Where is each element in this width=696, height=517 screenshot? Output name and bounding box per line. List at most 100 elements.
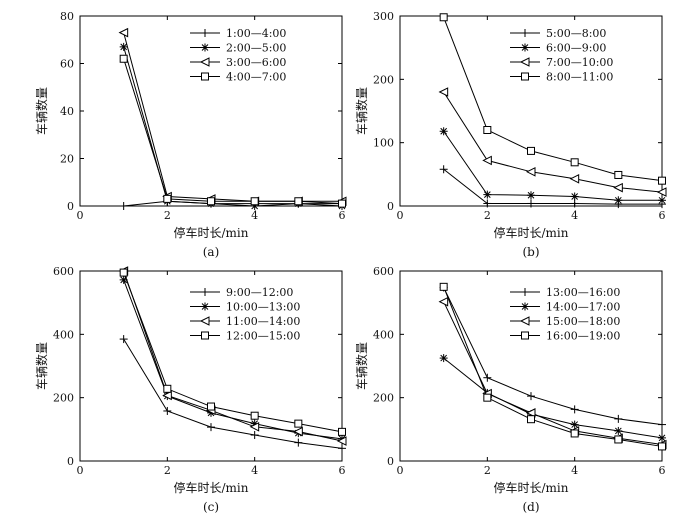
legend-label: 4:00—7:00 [226,71,286,84]
series-line-4 [443,286,663,447]
legend-label: 9:00—12:00 [226,286,293,299]
y-tick-label: 200 [373,73,394,86]
data-point [294,197,303,206]
x-axis-label: 停车时长/min [494,480,569,495]
data-point [439,13,448,22]
x-tick-label: 0 [77,464,84,477]
y-tick-label: 300 [373,10,394,23]
x-tick-label: 6 [659,464,666,477]
x-axis-label: 停车时长/min [174,480,249,495]
data-point [119,202,128,210]
legend-marker [521,29,529,37]
data-point [658,442,666,451]
data-point [483,393,492,402]
series-line-1 [123,338,343,449]
y-tick-label: 200 [53,392,74,405]
x-axis-label: 停车时长/min [494,225,569,240]
chart-panel-2: 0 2 4 6 0 100 200 300 停车时长/min 车辆数量 (b) 5:00—8:00 6:… [354,10,667,259]
y-tick-label: 0 [67,455,74,468]
data-point [614,414,623,423]
legend-marker [199,57,210,67]
legend-item: 13:00—16:00 [510,286,620,299]
data-point [438,87,449,97]
y-axis-label: 车辆数量 [34,342,49,390]
data-point [658,420,666,429]
x-tick-label: 6 [339,464,346,477]
legend-item: 12:00—15:00 [190,330,300,343]
y-tick-label: 80 [60,10,74,23]
legend-item: 14:00—17:00 [510,301,620,314]
data-point [338,427,346,436]
data-point [338,444,346,453]
x-tick-label: 0 [397,464,404,477]
legend-marker [521,331,529,340]
data-point [658,433,666,442]
y-axis-label: 车辆数量 [34,87,49,135]
series-line-2 [443,130,662,201]
legend-marker [521,302,529,311]
data-point [207,197,215,206]
chart-panel-4: 0 2 4 6 0 200 400 600 停车时长/min 车辆数量 (d) 13:00—16:00… [354,265,667,514]
data-point [483,126,492,134]
plot-frame [399,15,663,207]
legend-marker [201,302,209,311]
data-point [439,127,448,136]
data-point [614,170,623,179]
x-tick-label: 4 [251,209,258,222]
data-point [294,438,303,447]
legend-marker [519,316,530,326]
data-point [118,27,129,38]
data-point [250,197,259,206]
legend-item: 16:00—19:00 [510,330,620,343]
legend-label: 14:00—17:00 [546,301,620,314]
x-tick-label: 0 [77,209,84,222]
legend-item: 11:00—14:00 [190,315,300,328]
legend-label: 8:00—11:00 [546,71,613,84]
series-line-2 [443,357,663,439]
data-point [163,194,172,203]
plot-frame [399,270,663,462]
y-axis-label: 车辆数量 [354,87,369,135]
series-line-3 [443,91,663,193]
data-point [439,282,448,291]
data-point [570,158,579,167]
data-point [614,426,623,435]
data-point [336,436,347,446]
y-tick-label: 100 [373,137,394,150]
data-point [250,411,259,420]
data-point [570,429,579,438]
data-point [656,187,667,197]
legend-marker [201,288,209,296]
legend-marker [201,43,209,52]
data-point [439,165,448,174]
data-point [438,296,449,307]
legend-label: 6:00—9:00 [546,42,606,55]
legend-label: 13:00—16:00 [546,286,620,299]
data-point [482,155,492,166]
legend-label: 16:00—19:00 [546,330,620,343]
series-line-1 [443,168,662,205]
x-tick-label: 6 [339,209,346,222]
x-tick-label: 4 [571,209,578,222]
y-tick-label: 40 [60,105,74,118]
series-line-3 [123,270,343,442]
panel-label: (b) [522,245,539,259]
y-tick-label: 0 [387,200,394,213]
legend-item: 3:00—6:00 [190,56,286,69]
data-point [162,390,172,401]
data-point [207,402,215,411]
y-tick-label: 0 [67,200,74,213]
data-point [163,384,172,393]
series-line-4 [443,17,663,182]
data-point [483,199,492,208]
data-point [119,54,128,63]
panel-label: (c) [203,500,219,514]
legend-item: 2:00—5:00 [190,42,286,55]
legend-label: 12:00—15:00 [226,330,300,343]
data-point [569,173,580,184]
legend-marker [521,288,529,296]
panel-label: (a) [203,245,220,259]
legend-item: 1:00—4:00 [190,27,286,40]
legend-marker [201,72,209,81]
